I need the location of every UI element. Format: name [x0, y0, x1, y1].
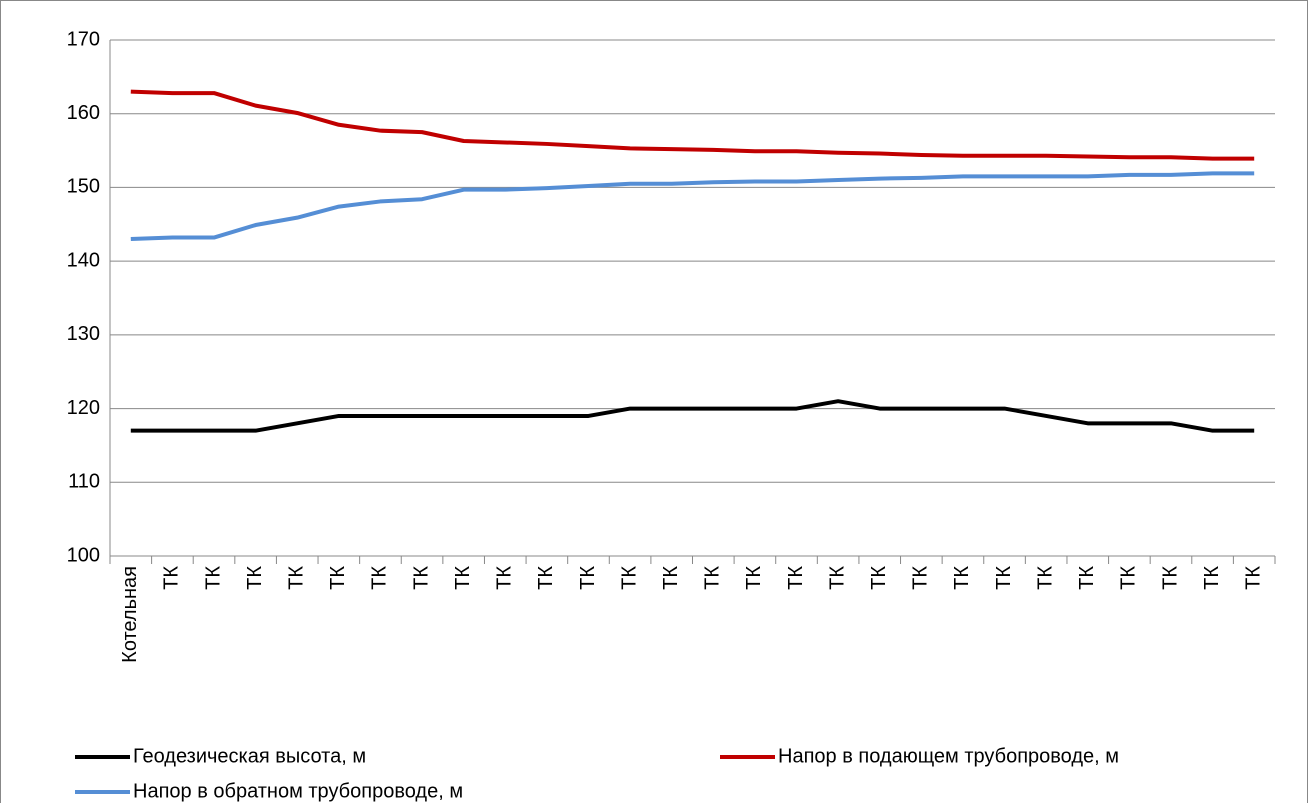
y-tick-label: 140 [67, 249, 100, 271]
series-line [130, 89, 1255, 161]
x-tick-label: ТК [494, 566, 516, 590]
x-tick-label: ТК [1034, 566, 1056, 590]
x-tick-label: ТК [993, 566, 1015, 590]
x-tick-label: ТК [577, 566, 599, 590]
x-tick-label: ТК [618, 566, 640, 590]
x-tick-label: ТК [1076, 566, 1098, 590]
y-tick-label: 150 [67, 176, 100, 198]
y-tick-label: 170 [67, 28, 100, 50]
x-tick-label: ТК [327, 566, 349, 590]
x-tick-label: ТК [202, 566, 224, 590]
x-tick-label: ТК [826, 566, 848, 590]
series-line [130, 399, 1255, 433]
legend-label: Геодезическая высота, м [133, 745, 366, 767]
x-tick-label: Котельная [119, 566, 141, 663]
x-tick-label: ТК [1159, 566, 1181, 590]
y-tick-label: 100 [67, 544, 100, 566]
x-tick-label: ТК [244, 566, 266, 590]
x-tick-label: ТК [785, 566, 807, 590]
x-tick-label: ТК [743, 566, 765, 590]
x-tick-label: ТК [868, 566, 890, 590]
x-tick-label: ТК [161, 566, 183, 590]
x-tick-label: ТК [951, 566, 973, 590]
x-tick-label: ТК [702, 566, 724, 590]
x-tick-label: ТК [410, 566, 432, 590]
x-tick-label: ТК [1201, 566, 1223, 590]
x-tick-label: ТК [535, 566, 557, 590]
y-tick-label: 120 [67, 397, 100, 419]
x-tick-label: ТК [1242, 566, 1264, 590]
x-tick-label: ТК [1118, 566, 1140, 590]
x-tick-label: ТК [286, 566, 308, 590]
y-tick-label: 160 [67, 102, 100, 124]
y-tick-label: 110 [68, 471, 100, 493]
legend-label: Напор в подающем трубопроводе, м [778, 745, 1119, 767]
x-tick-label: ТК [660, 566, 682, 590]
y-tick-label: 130 [67, 323, 100, 345]
series-line [130, 171, 1255, 242]
legend-label: Напор в обратном трубопроводе, м [133, 780, 463, 802]
x-tick-label: ТК [452, 566, 474, 590]
x-tick-label: ТК [910, 566, 932, 590]
x-tick-label: ТК [369, 566, 391, 590]
